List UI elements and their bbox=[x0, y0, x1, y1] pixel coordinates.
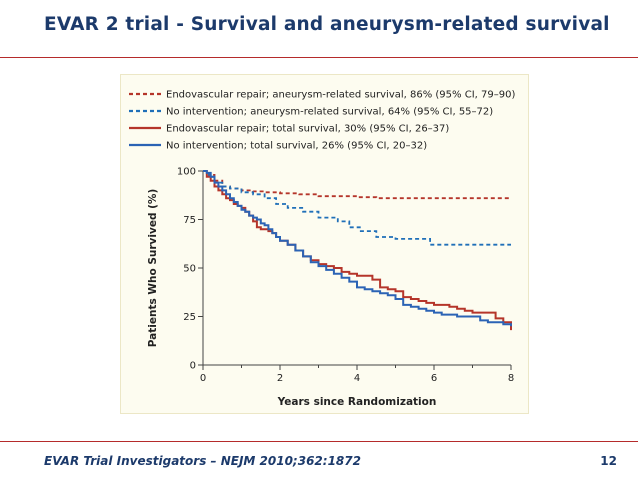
series-line-3 bbox=[203, 170, 512, 327]
title-divider bbox=[0, 57, 638, 58]
page-number: 12 bbox=[600, 454, 617, 468]
x-tick-label: 8 bbox=[508, 373, 514, 384]
series-line-0 bbox=[203, 170, 511, 200]
y-tick-label: 100 bbox=[177, 167, 196, 178]
survival-chart: Endovascular repair; aneurysm-related su… bbox=[129, 90, 515, 409]
slide-title: EVAR 2 trial - Survival and aneurysm-rel… bbox=[44, 14, 610, 35]
y-tick-label: 0 bbox=[190, 361, 196, 372]
legend-label-3: No intervention; total survival, 26% (95… bbox=[166, 141, 427, 152]
series-line-1 bbox=[203, 170, 511, 246]
chart-axes: 0 25 50 75 100 0 2 4 6 8 Years since Randomization… bbox=[147, 167, 514, 409]
series-line-2 bbox=[203, 170, 512, 331]
chart-legend: Endovascular repair; aneurysm-related su… bbox=[129, 90, 515, 152]
y-tick-label: 25 bbox=[183, 312, 196, 323]
y-tick-label: 75 bbox=[183, 215, 196, 226]
y-axis-title: Patients Who Survived (%) bbox=[147, 189, 159, 347]
legend-label-1: No intervention; aneurysm-related surviv… bbox=[166, 107, 493, 118]
footer-divider bbox=[0, 441, 638, 442]
x-tick-label: 2 bbox=[277, 373, 283, 384]
y-tick-label: 50 bbox=[183, 264, 196, 275]
chart-panel: Endovascular repair; aneurysm-related su… bbox=[120, 74, 529, 414]
legend-label-0: Endovascular repair; aneurysm-related su… bbox=[166, 90, 515, 101]
x-axis-title: Years since Randomization bbox=[277, 396, 437, 408]
x-tick-label: 4 bbox=[354, 373, 360, 384]
legend-label-2: Endovascular repair; total survival, 30%… bbox=[166, 124, 449, 135]
citation-text: EVAR Trial Investigators – NEJM 2010;362… bbox=[44, 454, 361, 468]
chart-series bbox=[203, 170, 512, 331]
x-tick-label: 6 bbox=[431, 373, 437, 384]
x-tick-label: 0 bbox=[200, 373, 206, 384]
